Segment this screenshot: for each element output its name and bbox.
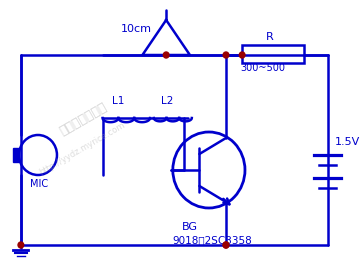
Circle shape <box>239 52 245 58</box>
Text: L1: L1 <box>112 96 125 106</box>
Text: BG: BG <box>182 222 198 232</box>
Bar <box>242 45 304 63</box>
Bar <box>13 148 19 162</box>
Text: L2: L2 <box>161 96 174 106</box>
Text: 无限电子制作网: 无限电子制作网 <box>57 100 109 138</box>
Text: http://yydz.myrice.com: http://yydz.myrice.com <box>38 120 127 177</box>
Text: 9018或2SC3358: 9018或2SC3358 <box>173 235 253 245</box>
Text: 10cm: 10cm <box>121 24 152 34</box>
Circle shape <box>223 242 229 248</box>
Text: 300~500: 300~500 <box>240 63 285 73</box>
Text: 1.5V: 1.5V <box>335 137 361 147</box>
Circle shape <box>223 52 229 58</box>
Circle shape <box>18 242 24 248</box>
Text: R: R <box>265 32 273 42</box>
Text: MIC: MIC <box>30 179 49 189</box>
Circle shape <box>163 52 169 58</box>
Circle shape <box>223 242 229 248</box>
